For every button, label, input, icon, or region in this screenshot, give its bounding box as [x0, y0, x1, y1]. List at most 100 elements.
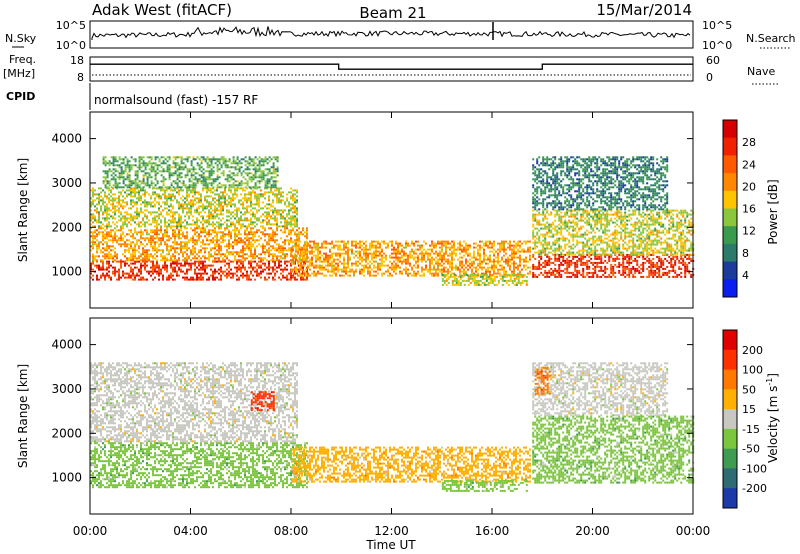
range-cell	[244, 164, 247, 167]
range-cell	[160, 225, 162, 228]
range-cell	[431, 240, 433, 243]
range-cell	[246, 278, 248, 281]
range-cell	[441, 283, 444, 286]
range-cell	[120, 199, 122, 202]
range-cell	[256, 158, 259, 161]
range-cell	[284, 255, 286, 258]
range-cell	[172, 219, 174, 222]
range-cell	[274, 168, 277, 171]
range-cell	[192, 249, 194, 252]
range-cell	[272, 182, 275, 185]
range-cell	[216, 178, 219, 181]
range-cell	[311, 252, 313, 255]
range-cell	[206, 278, 208, 281]
range-cell	[471, 264, 473, 267]
range-cell	[166, 203, 168, 206]
range-cell	[190, 264, 192, 267]
range-cell	[130, 199, 132, 202]
range-cell	[270, 166, 273, 169]
range-cell	[228, 209, 230, 212]
range-cell	[200, 170, 203, 173]
range-cell	[122, 217, 124, 220]
range-cell	[532, 271, 535, 274]
range-cell	[166, 207, 168, 210]
range-cell	[200, 174, 203, 177]
range-cell	[493, 277, 496, 280]
range-cell	[138, 191, 140, 194]
range-cell	[144, 166, 147, 169]
range-cell	[475, 279, 478, 282]
range-cell	[252, 211, 254, 214]
range-cell	[156, 168, 159, 171]
range-cell	[134, 260, 136, 263]
range-cell	[258, 264, 260, 267]
range-cell	[104, 219, 106, 222]
range-cell	[497, 281, 500, 284]
range-cell	[116, 229, 118, 232]
range-cell	[146, 180, 149, 183]
range-cell	[130, 203, 132, 206]
range-cell	[100, 231, 102, 234]
range-cell	[190, 268, 192, 271]
range-cell	[475, 268, 477, 271]
range-cell	[250, 237, 252, 240]
range-cell	[186, 168, 189, 171]
range-cell	[481, 268, 483, 271]
range-cell	[208, 217, 210, 220]
range-cell	[198, 272, 200, 275]
range-cell	[144, 174, 147, 177]
range-cell	[152, 247, 154, 250]
range-cell	[212, 180, 215, 183]
range-cell	[138, 193, 140, 196]
range-cell	[112, 193, 114, 196]
range-cell	[214, 278, 216, 281]
range-cell	[244, 266, 246, 269]
range-cell	[238, 264, 240, 267]
range-cell	[120, 260, 122, 263]
range-cell	[523, 248, 525, 251]
range-cell	[240, 166, 243, 169]
range-cell	[98, 278, 100, 281]
range-cell	[96, 207, 98, 210]
range-cell	[311, 260, 313, 263]
range-cell	[158, 245, 160, 248]
range-cell	[447, 242, 449, 245]
range-cell	[363, 254, 365, 257]
range-cell	[178, 201, 180, 204]
range-cell	[477, 250, 479, 253]
range-cell	[204, 255, 206, 258]
range-cell	[232, 276, 234, 279]
range-cell	[558, 255, 561, 258]
range-cell	[144, 245, 146, 248]
range-cell	[437, 254, 439, 257]
range-cell	[262, 207, 264, 210]
range-cell	[246, 160, 249, 163]
range-cell	[242, 247, 244, 250]
range-cell	[347, 256, 349, 259]
range-cell	[176, 201, 178, 204]
range-cell	[278, 264, 280, 267]
range-cell	[341, 252, 343, 255]
range-cell	[319, 252, 321, 255]
range-cell	[417, 260, 419, 263]
range-cell	[252, 189, 254, 192]
range-cell	[224, 166, 227, 169]
range-cell	[479, 240, 481, 243]
range-cell	[323, 260, 325, 263]
range-cell	[220, 260, 222, 263]
range-cell	[208, 235, 210, 238]
range-cell	[186, 187, 188, 190]
range-cell	[423, 240, 425, 243]
range-cell	[519, 244, 521, 247]
range-cell	[176, 156, 179, 159]
range-cell	[272, 233, 274, 236]
range-cell	[397, 252, 399, 255]
range-cell	[509, 260, 511, 263]
range-cell	[214, 229, 216, 232]
range-cell	[292, 207, 294, 210]
range-cell	[270, 253, 272, 256]
range-cell	[96, 255, 98, 258]
range-cell	[174, 162, 177, 165]
range-cell	[170, 262, 172, 265]
range-cell	[120, 239, 122, 242]
